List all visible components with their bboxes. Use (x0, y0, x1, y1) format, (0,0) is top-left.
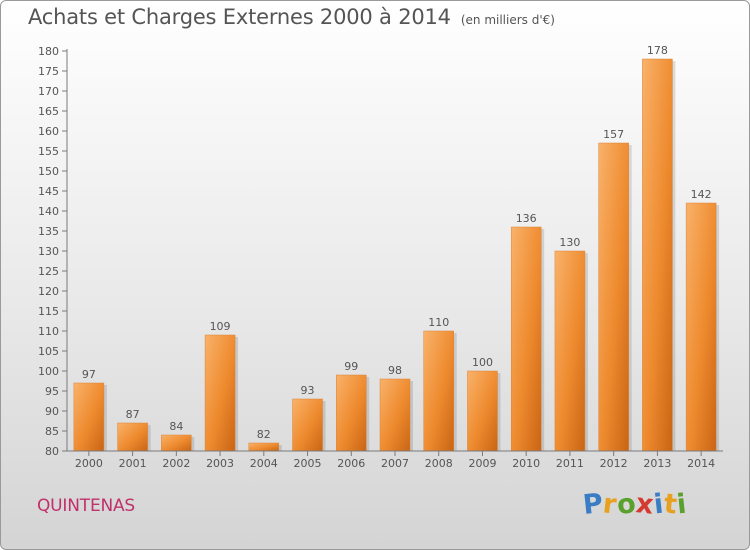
x-tick-label: 2004 (250, 457, 278, 470)
bar-value-label: 93 (301, 384, 315, 397)
y-tick-label: 125 (38, 265, 59, 278)
bar-value-label: 82 (257, 428, 271, 441)
bar-value-label: 136 (516, 212, 537, 225)
x-tick-label: 2001 (119, 457, 147, 470)
bar-value-label: 87 (126, 408, 140, 421)
chart-title-text: Achats et Charges Externes 2000 à 2014 (28, 5, 451, 29)
bar-value-label: 109 (210, 320, 231, 333)
x-tick-label: 2006 (337, 457, 365, 470)
y-tick-label: 115 (38, 305, 59, 318)
bar-value-label: 130 (559, 236, 580, 249)
x-axis: 2000 2001 2002 2003 2004 2005 2006 2007 2008 2009… (67, 450, 723, 470)
y-tick-label: 180 (38, 45, 59, 58)
x-tick-label: 2007 (381, 457, 409, 470)
bar-value-label: 99 (344, 360, 358, 373)
y-tick-label: 110 (38, 325, 59, 338)
y-tick-label: 155 (38, 145, 59, 158)
chart-title: Achats et Charges Externes 2000 à 2014 (e… (28, 5, 555, 29)
bar-2004 (248, 442, 280, 452)
y-tick-label: 160 (38, 125, 59, 138)
y-axis: 80 85 90 95 100 105 110 115 120 125 130 135 140 145 15… (38, 45, 68, 458)
bar-2005 (292, 398, 323, 452)
bar-value-label: 97 (82, 368, 96, 381)
bar-value-label: 100 (472, 356, 493, 369)
bar-2006 (336, 374, 367, 452)
y-tick-label: 90 (45, 405, 59, 418)
y-tick-label: 140 (38, 205, 59, 218)
bars: 97 87 84 109 82 93 99 98 110 100 136 130 157 178 142 (73, 44, 720, 452)
x-tick-label: 2003 (206, 457, 234, 470)
y-tick-label: 95 (45, 385, 59, 398)
x-tick-label: 2013 (643, 457, 671, 470)
bar-value-label: 98 (388, 364, 402, 377)
y-tick-label: 170 (38, 85, 59, 98)
commune-name: QUINTENAS (37, 496, 136, 516)
x-tick-label: 2012 (600, 457, 628, 470)
bar-value-label: 178 (647, 44, 668, 57)
bar-2008 (423, 330, 454, 452)
bar-2000 (73, 382, 105, 452)
x-tick-label: 2009 (468, 457, 496, 470)
y-tick-label: 105 (38, 345, 59, 358)
bar-2002 (161, 434, 192, 452)
bar-2009 (467, 370, 498, 452)
y-tick-label: 100 (38, 365, 59, 378)
y-tick-label: 120 (38, 285, 59, 298)
y-tick-label: 85 (45, 425, 59, 438)
proxiti-logo[interactable]: Proxiti (581, 488, 689, 521)
bar-2011 (554, 250, 586, 452)
x-tick-label: 2002 (162, 457, 190, 470)
bar-2010 (510, 226, 542, 452)
y-tick-label: 145 (38, 185, 59, 198)
y-tick-label: 130 (38, 245, 59, 258)
y-tick-label: 135 (38, 225, 59, 238)
y-tick-label: 165 (38, 105, 59, 118)
bar-value-label: 142 (691, 188, 712, 201)
bar-2003 (204, 334, 236, 452)
bar-2013 (642, 58, 673, 452)
bar-value-label: 84 (169, 420, 183, 433)
logo-letter: i (675, 488, 689, 521)
y-tick-label: 80 (45, 445, 59, 458)
x-tick-label: 2011 (556, 457, 584, 470)
x-tick-label: 2005 (294, 457, 322, 470)
y-tick-label: 150 (38, 165, 59, 178)
bar-2014 (685, 202, 717, 452)
x-tick-label: 2010 (512, 457, 540, 470)
x-tick-label: 2014 (687, 457, 715, 470)
x-tick-label: 2008 (425, 457, 453, 470)
x-tick-label: 2000 (75, 457, 103, 470)
bar-2001 (117, 422, 148, 452)
bar-value-label: 157 (603, 128, 624, 141)
bar-2012 (598, 142, 629, 452)
bar-value-label: 110 (428, 316, 449, 329)
chart-unit: (en milliers d'€) (460, 13, 555, 27)
y-tick-label: 175 (38, 65, 59, 78)
bar-2007 (379, 378, 411, 452)
